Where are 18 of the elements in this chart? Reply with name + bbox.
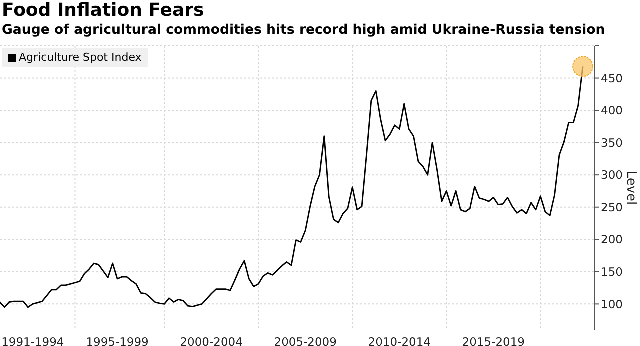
y-tick-label: 200: [601, 232, 623, 247]
chart-subtitle: Gauge of agricultural commodities hits record high amid Ukraine-Russia tension: [2, 23, 606, 38]
y-tick-label: 450: [601, 71, 623, 86]
x-tick-label: 2005-2009: [274, 335, 337, 346]
x-tick-label: 1991-1994: [2, 335, 64, 346]
y-tick-label: 250: [601, 200, 623, 214]
legend-label: Agriculture Spot Index: [19, 51, 142, 64]
x-tick-label: 2000-2004: [180, 335, 243, 346]
y-tick-label: 150: [601, 264, 623, 279]
x-tick-label: 1995-1999: [86, 335, 149, 346]
y-tick-label: 400: [601, 104, 623, 118]
x-tick-label: 2010-2014: [368, 335, 431, 346]
y-axis-title: Level: [623, 170, 638, 206]
chart-title: Food Inflation Fears: [2, 0, 204, 21]
x-tick-label: 2015-2019: [462, 335, 526, 346]
y-tick-label: 350: [601, 136, 623, 150]
y-tick-label: 300: [601, 168, 623, 182]
y-tick-label: 100: [601, 297, 623, 312]
